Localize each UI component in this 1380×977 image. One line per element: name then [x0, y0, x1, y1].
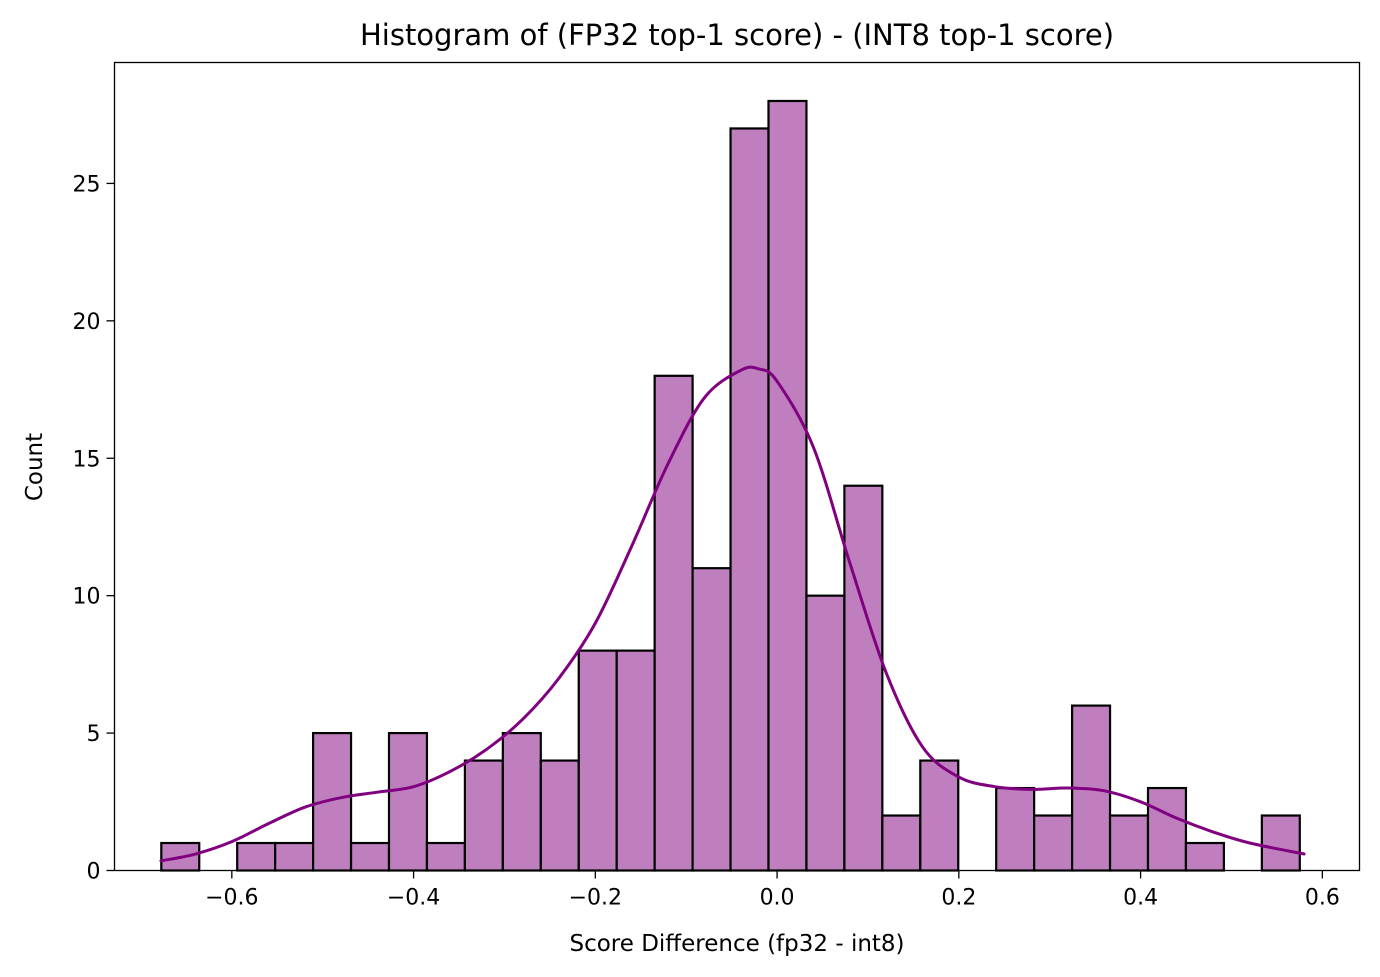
histogram-bar: [843, 484, 884, 872]
x-tick-label: 0.0: [760, 886, 795, 911]
histogram-bar: [387, 731, 429, 872]
histogram-bar: [919, 759, 960, 872]
histogram-bar: [1033, 814, 1074, 872]
x-tick-label: 0.6: [1305, 886, 1340, 911]
histogram-bar: [729, 127, 770, 872]
histogram-bar: [881, 814, 922, 872]
histogram-bar: [1184, 841, 1225, 872]
x-axis-label: Score Difference (fp32 - int8): [569, 931, 904, 957]
histogram-bar: [463, 759, 504, 872]
histogram-bar: [1146, 786, 1188, 872]
y-axis-label: Count: [22, 433, 48, 501]
histogram-bar: [1260, 814, 1301, 872]
histogram-bar: [501, 731, 542, 872]
histogram-bar: [236, 841, 277, 872]
y-tick-label: 0: [87, 860, 101, 885]
y-tick-label: 25: [73, 172, 101, 197]
histogram-bar: [805, 594, 846, 872]
x-tick-label: 0.4: [1123, 886, 1158, 911]
chart-title: Histogram of (FP32 top-1 score) - (INT8 …: [360, 18, 1114, 52]
y-tick-label: 20: [73, 310, 101, 335]
x-tick-label: −0.6: [205, 886, 258, 911]
x-tick-label: −0.2: [569, 886, 622, 911]
histogram-bar: [349, 841, 391, 872]
y-tick-label: 5: [87, 722, 101, 747]
x-tick-label: 0.2: [941, 886, 976, 911]
y-tick-label: 15: [73, 447, 101, 472]
plot-frame: [113, 61, 1361, 872]
y-tick-label: 10: [73, 585, 101, 610]
histogram-bar: [1108, 814, 1150, 872]
histogram-bar: [539, 759, 580, 872]
y-axis-ticks: 0 5 10 15 20 25: [73, 172, 115, 885]
x-tick-label: −0.4: [387, 886, 440, 911]
histogram-bar: [425, 841, 466, 872]
histogram-bar: [615, 649, 656, 872]
histogram-bar: [274, 841, 315, 872]
x-axis-ticks: −0.6 −0.4 −0.2 0.0 0.2 0.4 0.6: [205, 870, 1340, 911]
bars-group: [160, 99, 1301, 872]
histogram-bar: [577, 649, 618, 872]
histogram-bar: [995, 786, 1036, 872]
kde-curve: [159, 365, 1306, 863]
histogram-bar: [767, 99, 808, 872]
histogram-bar: [691, 567, 732, 872]
